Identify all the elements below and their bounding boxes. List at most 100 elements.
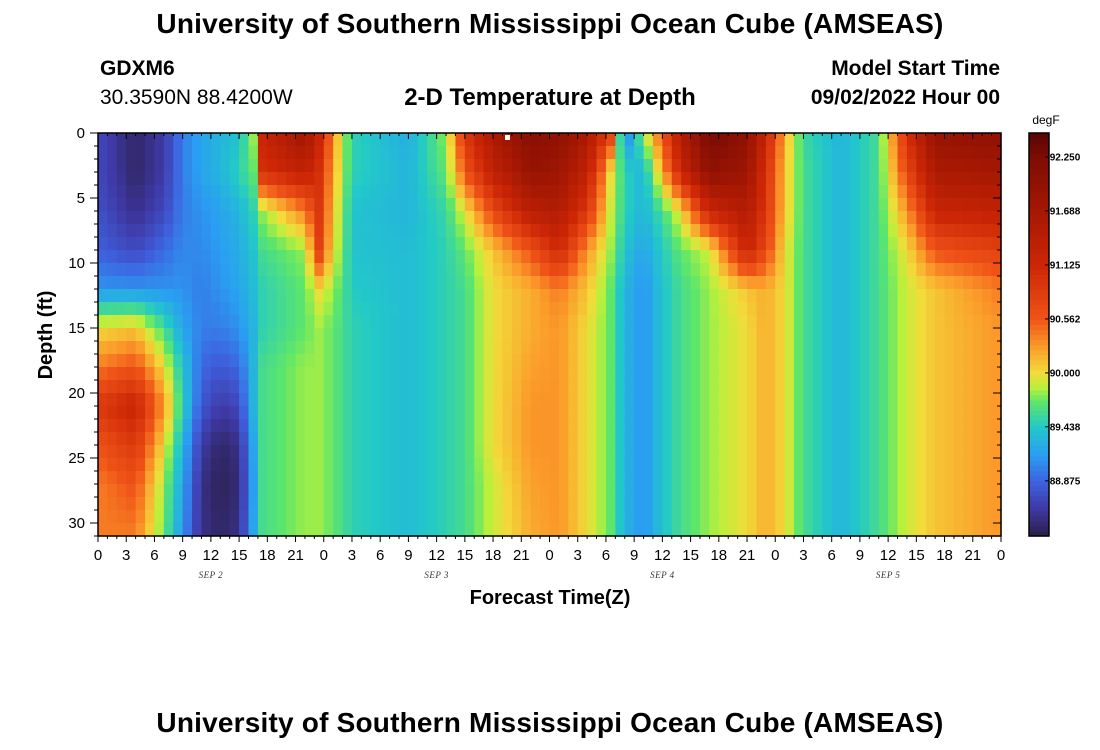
heatmap-cell <box>972 419 983 433</box>
heatmap-cell <box>502 289 513 303</box>
heatmap-cell <box>116 380 127 394</box>
heatmap-cell <box>295 159 306 173</box>
heatmap-cell <box>474 315 485 329</box>
heatmap-cell <box>276 146 287 160</box>
heatmap-cell <box>154 445 165 459</box>
heatmap-cell <box>436 302 447 316</box>
heatmap-cell <box>408 250 419 264</box>
heatmap-cell <box>624 315 635 329</box>
heatmap-cell <box>182 510 193 524</box>
heatmap-cell <box>718 510 729 524</box>
heatmap-cell <box>577 198 588 212</box>
heatmap-cell <box>436 445 447 459</box>
heatmap-cell <box>286 497 297 511</box>
colorbar-segment <box>1029 258 1049 265</box>
heatmap-cell <box>615 224 626 238</box>
heatmap-cell <box>878 263 889 277</box>
heatmap-cell <box>728 146 739 160</box>
heatmap-cell <box>502 432 513 446</box>
heatmap-cell <box>521 380 532 394</box>
heatmap-cell <box>822 185 833 199</box>
heatmap-cell <box>511 367 522 381</box>
heatmap-cell <box>502 484 513 498</box>
heatmap-cell <box>370 419 381 433</box>
heatmap-cell <box>624 328 635 342</box>
heatmap-cell <box>502 354 513 368</box>
heatmap-cell <box>107 211 118 225</box>
heatmap-cell <box>605 185 616 199</box>
heatmap-cell <box>427 185 438 199</box>
heatmap-cell <box>145 159 156 173</box>
heatmap-cell <box>248 367 259 381</box>
heatmap-cell <box>991 263 1002 277</box>
colorbar-segment <box>1029 399 1049 406</box>
heatmap-cell <box>643 146 654 160</box>
heatmap-cell <box>794 380 805 394</box>
heatmap-cell <box>775 237 786 251</box>
x-tick-label: 0 <box>94 547 102 564</box>
heatmap-cell <box>737 497 748 511</box>
heatmap-cell <box>474 263 485 277</box>
heatmap-cell <box>577 315 588 329</box>
colorbar-segment <box>1029 304 1049 310</box>
heatmap-cell <box>380 289 391 303</box>
heatmap-cell <box>304 302 315 316</box>
heatmap-cell <box>935 237 946 251</box>
y-tick-label: 5 <box>77 190 85 207</box>
heatmap-cell <box>474 250 485 264</box>
heatmap-cell <box>304 276 315 290</box>
heatmap-cell <box>464 354 475 368</box>
heatmap-cell <box>145 497 156 511</box>
heatmap-cell <box>991 172 1002 186</box>
heatmap-cell <box>229 315 240 329</box>
heatmap-cell <box>493 445 504 459</box>
heatmap-cell <box>859 159 870 173</box>
heatmap-cell <box>587 484 598 498</box>
heatmap-cell <box>634 484 645 498</box>
heatmap-cell <box>192 263 203 277</box>
heatmap-cell <box>267 393 278 407</box>
heatmap-cell <box>154 289 165 303</box>
heatmap-cell <box>323 250 334 264</box>
heatmap-cell <box>822 510 833 524</box>
heatmap-cell <box>436 367 447 381</box>
heatmap-cell <box>841 133 852 147</box>
heatmap-cell <box>991 445 1002 459</box>
heatmap-cell <box>182 276 193 290</box>
heatmap-cell <box>634 354 645 368</box>
heatmap-cell <box>803 146 814 160</box>
heatmap-cell <box>192 159 203 173</box>
heatmap-cell <box>671 172 682 186</box>
heatmap-cell <box>728 497 739 511</box>
heatmap-cell <box>116 458 127 472</box>
heatmap-cell <box>98 497 109 511</box>
heatmap-cell <box>455 146 466 160</box>
heatmap-cell <box>963 146 974 160</box>
heatmap-cell <box>596 133 607 147</box>
heatmap-cell <box>916 289 927 303</box>
heatmap-cell <box>502 406 513 420</box>
heatmap-cell <box>276 419 287 433</box>
heatmap-cell <box>953 471 964 485</box>
heatmap-cell <box>634 406 645 420</box>
heatmap-cell <box>568 185 579 199</box>
heatmap-cell <box>173 133 184 147</box>
heatmap-cell <box>794 172 805 186</box>
heatmap-cell <box>342 315 353 329</box>
heatmap-cell <box>154 172 165 186</box>
heatmap-cell <box>239 484 250 498</box>
heatmap-cell <box>587 263 598 277</box>
heatmap-cell <box>577 406 588 420</box>
heatmap-cell <box>963 185 974 199</box>
heatmap-cell <box>794 367 805 381</box>
heatmap-cell <box>399 159 410 173</box>
heatmap-cell <box>624 146 635 160</box>
heatmap-cell <box>163 510 174 524</box>
heatmap-cell <box>643 523 654 537</box>
heatmap-cell <box>624 471 635 485</box>
heatmap-cell <box>605 523 616 537</box>
heatmap-cell <box>878 354 889 368</box>
heatmap-cell <box>427 458 438 472</box>
heatmap-cell <box>605 159 616 173</box>
colorbar-segment <box>1029 203 1049 210</box>
